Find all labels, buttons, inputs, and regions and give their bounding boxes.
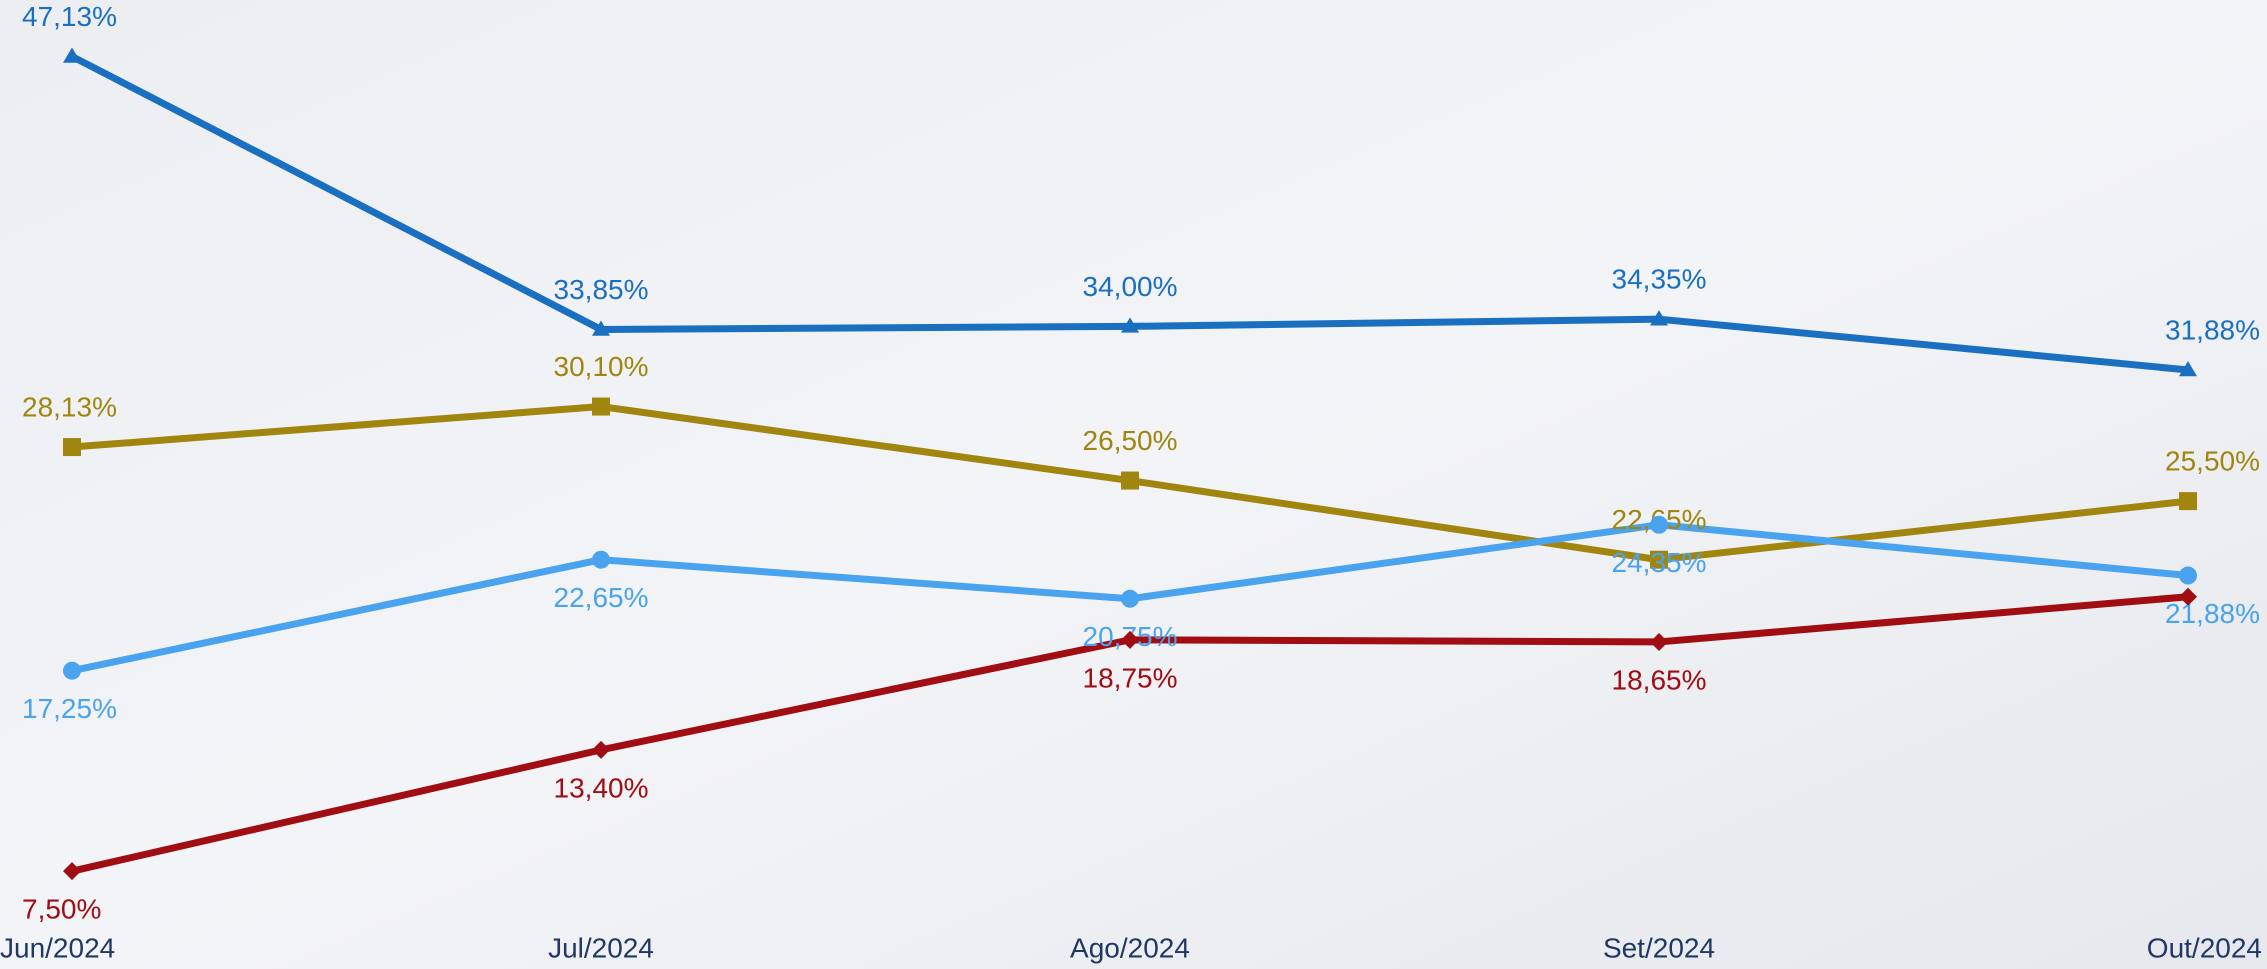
data-label: 25,50% bbox=[2165, 446, 2260, 477]
data-label: 21,88% bbox=[2165, 598, 2260, 629]
data-label: 28,13% bbox=[22, 391, 117, 422]
x-tick-label: Ago/2024 bbox=[1070, 932, 1190, 963]
marker bbox=[2179, 567, 2197, 585]
data-label: 22,65% bbox=[554, 582, 649, 613]
marker bbox=[592, 398, 610, 416]
data-label: 47,13% bbox=[22, 1, 117, 32]
x-tick-label: Out/2024 bbox=[2147, 932, 2262, 963]
data-label: 24,35% bbox=[1612, 547, 1707, 578]
data-label: 33,85% bbox=[554, 274, 649, 305]
marker bbox=[1121, 590, 1139, 608]
data-label: 31,88% bbox=[2165, 314, 2260, 345]
x-tick-label: Jul/2024 bbox=[548, 932, 654, 963]
data-label: 13,40% bbox=[554, 772, 649, 803]
data-label: 17,25% bbox=[22, 693, 117, 724]
data-label: 26,50% bbox=[1083, 425, 1178, 456]
data-label: 18,75% bbox=[1083, 662, 1178, 693]
data-label: 7,50% bbox=[22, 894, 101, 925]
marker bbox=[63, 662, 81, 680]
marker bbox=[1650, 516, 1668, 534]
data-label: 30,10% bbox=[554, 351, 649, 382]
marker bbox=[63, 438, 81, 456]
x-tick-label: Set/2024 bbox=[1603, 932, 1715, 963]
x-tick-label: Jun/2024 bbox=[0, 932, 115, 963]
page: Jun/2024 Jul/2024 Ago/2024 Set/2024 Out/2024… bbox=[0, 0, 2267, 969]
data-label: 34,35% bbox=[1612, 264, 1707, 295]
data-label: 18,65% bbox=[1612, 664, 1707, 695]
marker bbox=[592, 551, 610, 569]
chart: Jun/2024 Jul/2024 Ago/2024 Set/2024 Out/2024… bbox=[0, 0, 2267, 969]
marker bbox=[1121, 472, 1139, 490]
data-label: 34,00% bbox=[1083, 271, 1178, 302]
marker bbox=[2179, 492, 2197, 510]
